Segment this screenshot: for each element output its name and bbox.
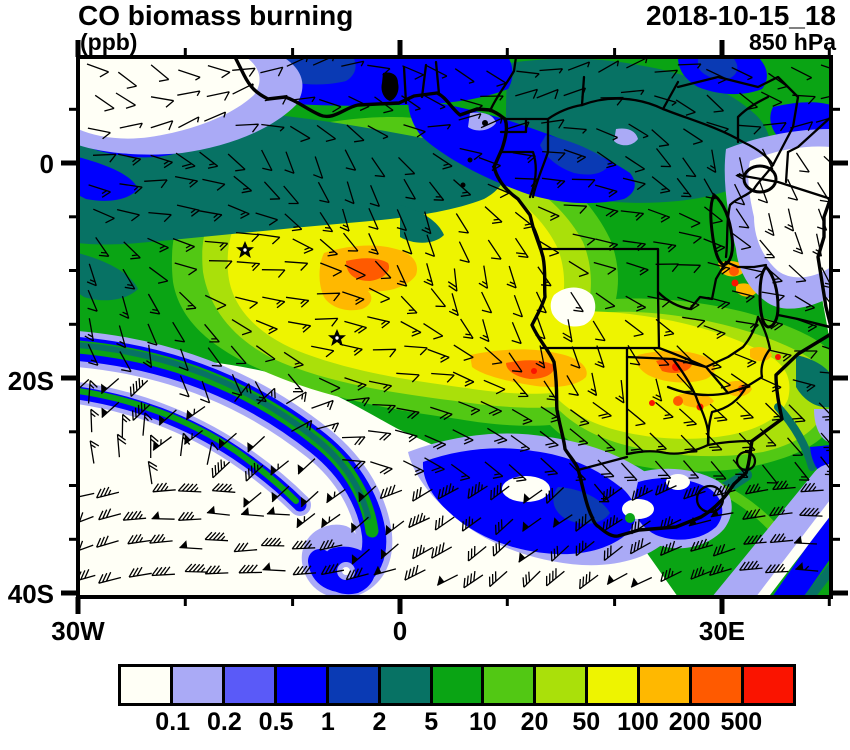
colorbar-cell	[640, 667, 693, 703]
colorbar-cell	[692, 667, 745, 703]
colorbar-label: 0.5	[258, 708, 294, 736]
colorbar-cell	[484, 667, 537, 703]
colorbar-labels: 0.1 0.2 0.5 1 2 5 10 20 50 100 200 500	[121, 708, 793, 740]
x-axis-label-30w: 30W	[51, 616, 105, 646]
country-borders	[402, 57, 831, 514]
colorbar-cell	[536, 667, 589, 703]
wind-barbs	[78, 57, 831, 590]
page-title: CO biomass burning	[78, 0, 354, 31]
colorbar-cell	[224, 667, 277, 703]
map-frame	[76, 55, 833, 599]
colorbar-cell	[276, 667, 329, 703]
co-field	[78, 57, 831, 597]
island-dot	[482, 120, 488, 126]
x-axis-label-0: 0	[392, 616, 408, 646]
star-markers	[236, 241, 346, 346]
colorbar-cell	[121, 667, 173, 703]
colorbar-label: 2	[372, 708, 387, 736]
valid-datetime: 2018-10-15_18	[646, 0, 836, 31]
lake-volta	[381, 72, 399, 101]
colorbar-cell	[588, 667, 641, 703]
colorbar-label: 5	[424, 708, 439, 736]
colorbar-label: 1	[320, 708, 335, 736]
x-axis-label-30e: 30E	[698, 616, 746, 646]
colorbar-cell	[380, 667, 433, 703]
y-axis-label-20s: 20S	[7, 366, 54, 396]
island-dot	[467, 157, 473, 163]
colorbar-label: 20	[520, 708, 549, 736]
colorbar-cell	[432, 667, 485, 703]
colorbar-label: 100	[617, 708, 659, 736]
colorbar-label: 0.1	[155, 708, 191, 736]
colorbar-label: 0.2	[206, 708, 242, 736]
map-canvas	[61, 40, 848, 614]
y-axis-label-0: 0	[39, 149, 54, 179]
colorbar-label: 10	[468, 708, 497, 736]
units-label: (ppb)	[80, 29, 138, 55]
colorbar-cell	[328, 667, 381, 703]
colorbar-cell	[172, 667, 225, 703]
colorbar-label: 500	[720, 708, 763, 736]
colorbar-cell	[744, 667, 793, 703]
colorbar-label: 200	[668, 708, 711, 736]
y-axis-label-40s: 40S	[7, 579, 54, 609]
colorbar	[118, 664, 796, 706]
colorbar-label: 50	[572, 708, 601, 736]
pressure-level: 850 hPa	[749, 29, 836, 55]
